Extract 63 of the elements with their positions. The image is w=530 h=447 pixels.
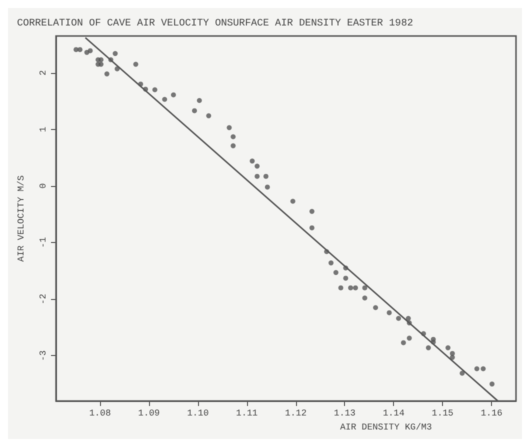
y-tick-label: 1	[38, 126, 48, 132]
x-tick-label: 1.13	[334, 408, 356, 418]
y-tick-label: 2	[38, 70, 48, 76]
point	[263, 174, 268, 179]
y-tick-label: 0	[38, 183, 48, 189]
x-tick-label: 1.11	[236, 408, 258, 418]
point	[264, 184, 270, 190]
point	[474, 366, 480, 372]
point	[406, 316, 411, 321]
point	[333, 270, 338, 276]
point	[480, 366, 486, 372]
point	[230, 143, 236, 148]
point	[450, 354, 455, 360]
point	[460, 370, 465, 376]
point	[490, 382, 495, 387]
chart-title: CORRELATION OF CAVE AIR VELOCITY ONSURFACE AIR DENSITY EASTER 1982	[17, 18, 414, 30]
point	[445, 345, 450, 350]
point	[192, 108, 197, 114]
point	[362, 296, 368, 301]
point	[196, 98, 202, 104]
x-tick-label: 1.14	[382, 408, 404, 418]
point	[104, 71, 110, 76]
x-axis-title: AIR DENSITY KG/M3	[340, 422, 432, 432]
x-tick-label: 1.09	[138, 408, 160, 418]
point	[373, 305, 378, 310]
y-tick-label: -2	[38, 294, 48, 305]
point	[400, 340, 406, 346]
x-tick-label: 1.15	[432, 408, 454, 418]
point	[309, 208, 314, 214]
point	[230, 134, 236, 140]
point	[338, 285, 344, 290]
point	[88, 48, 93, 54]
point	[290, 198, 296, 204]
point	[98, 62, 104, 67]
point	[170, 92, 176, 98]
point	[250, 158, 255, 164]
point	[396, 316, 402, 321]
point	[254, 174, 260, 179]
point	[226, 125, 232, 130]
x-tick-label: 1.08	[89, 408, 111, 418]
point	[362, 285, 368, 290]
point	[112, 51, 118, 56]
point	[309, 225, 314, 230]
point	[426, 345, 431, 350]
x-tick-label: 1.16	[480, 408, 502, 418]
y-tick-label: -3	[38, 350, 48, 362]
point	[254, 164, 260, 169]
point	[328, 260, 334, 266]
point	[348, 285, 354, 290]
y-axis-title: AIR VELOCITY M/S	[16, 175, 26, 262]
point	[152, 87, 158, 92]
point	[352, 285, 358, 290]
point	[98, 57, 104, 62]
x-tick-label: 1.10	[187, 408, 209, 418]
point	[406, 336, 412, 341]
point	[77, 47, 82, 52]
x-tick-label: 1.12	[284, 408, 307, 418]
point	[206, 113, 212, 118]
point	[343, 276, 348, 281]
point	[162, 96, 168, 102]
y-tick-label: -1	[38, 237, 48, 248]
point	[133, 62, 138, 67]
point	[386, 310, 392, 316]
